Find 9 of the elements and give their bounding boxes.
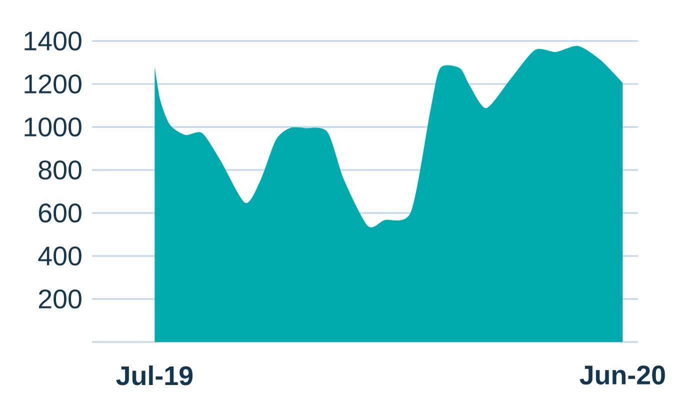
y-tick-label: 800 [38,160,82,180]
y-tick-label: 600 [38,203,82,223]
y-tick-label: 1200 [24,74,82,94]
y-tick-label: 400 [38,246,82,266]
x-tick-label: Jul-19 [116,366,193,386]
y-tick-label: 200 [38,289,82,309]
x-tick-label: Jun-20 [580,366,665,385]
y-tick-label: 1400 [24,31,82,51]
y-tick-label: 1000 [24,117,82,137]
